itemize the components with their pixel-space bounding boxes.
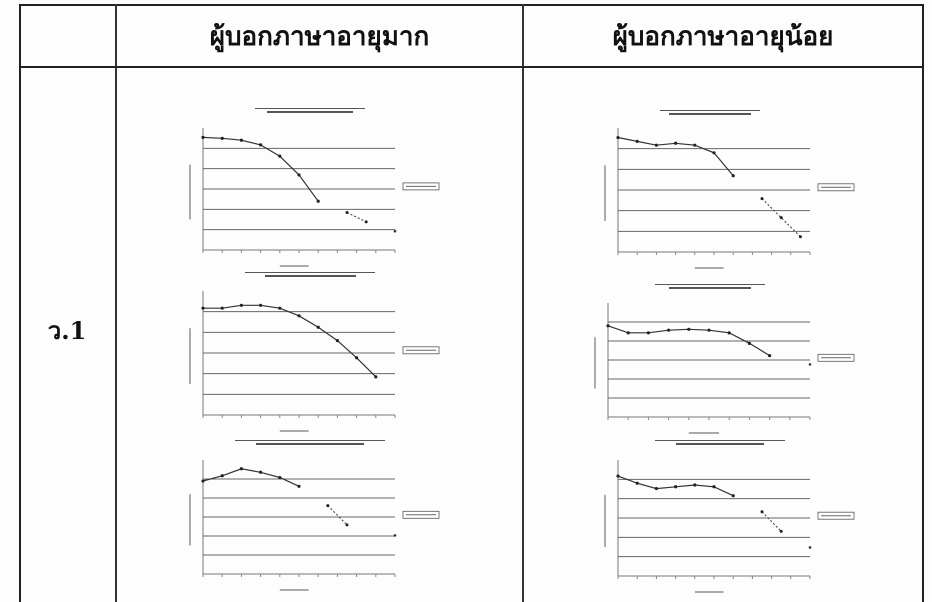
chart-title-old-1	[255, 108, 365, 115]
data-point	[278, 306, 282, 310]
data-point	[239, 467, 243, 471]
data-point	[798, 235, 802, 239]
chart-title-old-2	[245, 272, 375, 279]
data-point-lone	[808, 546, 812, 549]
data-point	[297, 484, 301, 488]
row-label: ว.1	[47, 315, 87, 345]
column-divider-2	[522, 4, 524, 602]
data-point	[674, 485, 678, 489]
comparison-table	[19, 4, 924, 602]
data-point	[693, 483, 697, 487]
data-point	[635, 139, 639, 143]
data-point	[654, 143, 658, 147]
data-point	[201, 306, 205, 310]
series-line	[202, 136, 319, 202]
data-point	[760, 197, 764, 201]
chart-title-old-3	[235, 440, 385, 447]
data-point	[646, 331, 650, 335]
data-point	[220, 474, 224, 478]
data-point	[731, 494, 735, 498]
chart-young-3	[604, 460, 855, 593]
data-point	[259, 303, 263, 307]
data-point	[316, 325, 320, 329]
chart-title-young-2	[655, 284, 765, 291]
data-point	[335, 339, 339, 343]
data-point	[606, 324, 610, 328]
data-point	[768, 354, 772, 358]
data-point	[374, 375, 378, 379]
chart-young-1	[604, 128, 855, 269]
data-point	[316, 199, 320, 203]
chart-old-1	[189, 128, 440, 267]
data-point	[687, 327, 691, 331]
data-point	[707, 328, 711, 332]
data-point	[297, 314, 301, 318]
chart-old-3	[189, 460, 440, 591]
data-point	[201, 479, 205, 483]
data-point	[297, 173, 301, 177]
chart-young-2	[594, 303, 855, 434]
data-point	[712, 151, 716, 155]
chart-title-young-1	[660, 110, 760, 117]
data-point	[693, 143, 697, 147]
data-point	[278, 154, 282, 158]
data-point	[345, 523, 349, 527]
series-line-dashed	[761, 198, 801, 238]
data-point	[201, 135, 205, 139]
data-point	[239, 138, 243, 142]
header-young-speakers: ผู้บอกภาษาอายุน้อย	[612, 21, 834, 52]
data-point	[259, 470, 263, 474]
data-point	[779, 216, 783, 220]
data-point	[616, 135, 620, 140]
data-point	[667, 328, 671, 332]
data-point-lone	[393, 229, 397, 233]
data-point	[345, 210, 349, 214]
data-point	[760, 510, 764, 514]
header-divider	[19, 66, 924, 68]
data-point	[626, 331, 630, 335]
data-point	[239, 303, 243, 307]
series-line-dashed	[346, 212, 367, 223]
data-point	[779, 529, 783, 533]
data-point	[355, 356, 359, 360]
series-line	[203, 304, 377, 378]
data-point	[220, 306, 224, 310]
data-point-lone	[808, 363, 812, 366]
data-point	[712, 485, 716, 489]
data-point-lone	[393, 534, 397, 537]
data-point	[731, 174, 735, 178]
series-line	[202, 468, 300, 487]
column-divider-1	[115, 4, 117, 602]
series-line-dashed	[327, 505, 348, 526]
chart-old-2	[189, 291, 440, 432]
data-point	[654, 486, 658, 491]
data-point	[727, 331, 731, 335]
data-point	[220, 136, 224, 140]
data-point	[616, 474, 620, 478]
data-point	[259, 143, 263, 147]
data-point	[326, 504, 330, 508]
data-point	[674, 141, 678, 145]
data-point	[635, 481, 639, 485]
data-point	[278, 475, 282, 480]
header-old-speakers: ผู้บอกภาษาอายุมาก	[209, 21, 430, 52]
series-line-dashed	[761, 511, 782, 532]
chart-title-young-3	[655, 440, 785, 447]
data-point	[364, 220, 368, 224]
data-point	[747, 341, 751, 345]
